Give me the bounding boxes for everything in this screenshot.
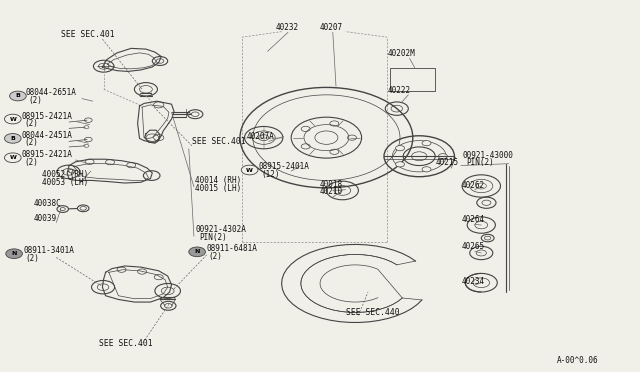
Text: 40202M: 40202M xyxy=(387,49,415,58)
Circle shape xyxy=(189,247,205,257)
Circle shape xyxy=(241,165,258,175)
Text: (2): (2) xyxy=(24,158,38,167)
Text: 40232: 40232 xyxy=(275,23,298,32)
Text: (2): (2) xyxy=(209,252,223,261)
Text: (2): (2) xyxy=(26,254,40,263)
Text: 08911-3401A: 08911-3401A xyxy=(23,246,74,255)
Text: SEE SEC.401: SEE SEC.401 xyxy=(61,30,115,39)
Text: 08915-2421A: 08915-2421A xyxy=(22,112,72,121)
Text: SEE SEC.401: SEE SEC.401 xyxy=(192,137,246,146)
Text: W: W xyxy=(246,167,253,173)
Text: (2): (2) xyxy=(24,119,38,128)
Circle shape xyxy=(77,205,89,212)
Text: 40014 (RH): 40014 (RH) xyxy=(195,176,241,185)
Text: A-00^0.06: A-00^0.06 xyxy=(557,356,598,365)
Circle shape xyxy=(10,91,26,101)
Text: 40264: 40264 xyxy=(462,215,485,224)
Text: W: W xyxy=(10,155,16,160)
Text: PIN(2): PIN(2) xyxy=(200,233,227,242)
Text: PIN(2): PIN(2) xyxy=(466,158,493,167)
Circle shape xyxy=(6,249,22,259)
Text: N: N xyxy=(195,249,200,254)
Text: 40265: 40265 xyxy=(462,243,485,251)
Text: 40015 (LH): 40015 (LH) xyxy=(195,184,241,193)
Circle shape xyxy=(4,153,21,163)
Circle shape xyxy=(422,141,431,146)
Circle shape xyxy=(396,162,404,167)
Text: (12): (12) xyxy=(261,170,280,179)
Text: B: B xyxy=(15,93,20,99)
Circle shape xyxy=(4,134,21,143)
Text: 40207A: 40207A xyxy=(246,132,274,141)
Text: 00921-43000: 00921-43000 xyxy=(462,151,513,160)
Text: 08911-6481A: 08911-6481A xyxy=(206,244,257,253)
Text: 40215: 40215 xyxy=(435,158,458,167)
Circle shape xyxy=(438,154,447,159)
Text: 08915-2421A: 08915-2421A xyxy=(22,150,72,159)
Text: 40018: 40018 xyxy=(320,180,343,189)
Text: SEE SEC.401: SEE SEC.401 xyxy=(99,339,153,348)
Text: 40052 (RH): 40052 (RH) xyxy=(42,170,88,179)
Text: (2): (2) xyxy=(28,96,42,105)
Text: B: B xyxy=(10,136,15,141)
Text: 40210: 40210 xyxy=(320,187,343,196)
Text: 40039: 40039 xyxy=(33,214,56,223)
Text: 40038C: 40038C xyxy=(33,199,61,208)
Text: 40207: 40207 xyxy=(320,23,343,32)
Text: N: N xyxy=(12,251,17,256)
Text: W: W xyxy=(10,116,16,122)
Circle shape xyxy=(422,167,431,172)
Circle shape xyxy=(4,114,21,124)
Text: 08044-2451A: 08044-2451A xyxy=(22,131,72,140)
Text: (2): (2) xyxy=(24,138,38,147)
Text: 40222: 40222 xyxy=(387,86,410,95)
Circle shape xyxy=(57,206,68,212)
Text: 08915-2401A: 08915-2401A xyxy=(259,163,309,171)
Text: 40262: 40262 xyxy=(462,181,485,190)
Circle shape xyxy=(396,145,404,151)
Text: 08044-2651A: 08044-2651A xyxy=(26,89,76,97)
Text: SEE SEC.440: SEE SEC.440 xyxy=(346,308,399,317)
Text: 40234: 40234 xyxy=(462,277,485,286)
Text: 00921-4302A: 00921-4302A xyxy=(195,225,246,234)
Text: 40053 (LH): 40053 (LH) xyxy=(42,178,88,187)
